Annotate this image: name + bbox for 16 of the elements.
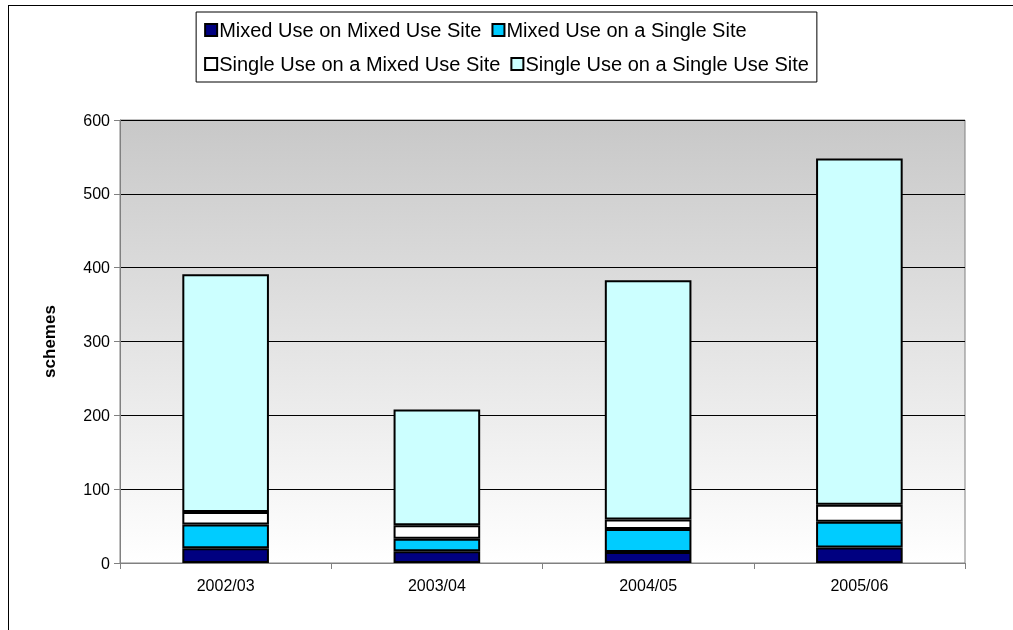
legend-label: Mixed Use on Mixed Use Site [219, 19, 482, 41]
legend-label: Single Use on a Single Use Site [525, 53, 809, 75]
x-tick-label: 2003/04 [407, 576, 466, 594]
x-tick-label: 2005/06 [830, 576, 889, 594]
y-tick-label: 300 [83, 333, 111, 350]
y-tick-label: 100 [83, 480, 111, 498]
legend-label: Single Use on a Mixed Use Site [219, 53, 501, 75]
legend-label: Mixed Use on a Single Site [506, 19, 747, 41]
y-tick-label: 200 [83, 406, 111, 424]
y-axis-title: schemes [40, 305, 59, 378]
y-tick-label: 400 [83, 259, 111, 277]
y-tick-label: 600 [83, 111, 111, 129]
x-tick-label: 2004/05 [619, 576, 678, 594]
y-tick-label: 0 [101, 554, 111, 572]
y-tick-label: 500 [83, 185, 111, 203]
x-tick-label: 2002/03 [196, 576, 255, 594]
